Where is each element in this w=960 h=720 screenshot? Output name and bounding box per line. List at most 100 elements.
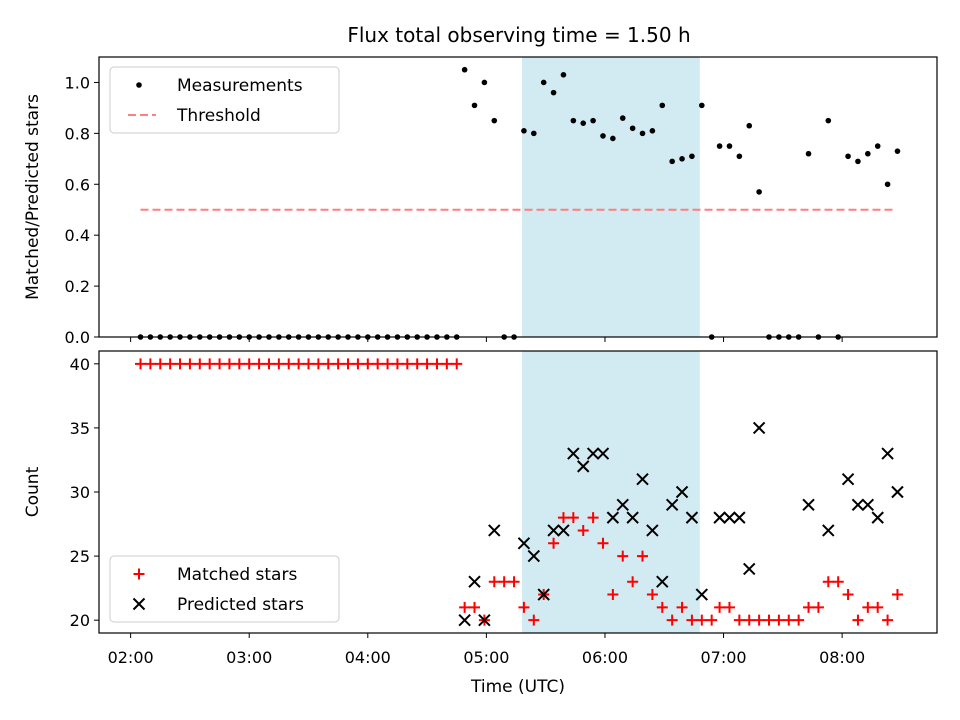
data-point <box>488 576 500 588</box>
data-point <box>312 358 324 370</box>
data-point <box>679 156 685 162</box>
data-point <box>855 158 861 165</box>
data-point <box>223 358 235 370</box>
y-tick-label: 30 <box>70 483 90 502</box>
legend-box <box>109 66 340 134</box>
x-tick-label: 06:00 <box>582 648 628 667</box>
x-axis-label: Time (UTC) <box>470 677 565 697</box>
data-point <box>469 601 481 613</box>
data-point <box>273 358 285 370</box>
data-point <box>547 524 560 537</box>
data-point <box>557 512 569 524</box>
data-point <box>723 601 735 613</box>
data-point <box>675 485 689 499</box>
data-point <box>587 512 599 524</box>
data-point <box>743 562 756 576</box>
legend-label: Measurements <box>177 76 303 96</box>
data-point <box>577 524 589 536</box>
data-point <box>783 614 795 626</box>
x-tick-label: 03:00 <box>226 648 272 667</box>
shaded-interval <box>521 351 700 633</box>
data-point <box>825 117 832 124</box>
data-point <box>577 460 590 473</box>
data-point <box>666 614 678 626</box>
data-point <box>861 498 875 512</box>
data-point <box>851 498 865 512</box>
data-point <box>842 589 854 601</box>
data-point <box>135 358 147 370</box>
chart-title: Flux total observing time = 1.50 h <box>347 23 690 47</box>
data-point <box>421 358 433 370</box>
data-point <box>872 601 884 613</box>
data-point <box>293 358 305 370</box>
data-point <box>617 550 629 562</box>
x-tick-label: 07:00 <box>700 648 746 667</box>
data-point <box>610 135 616 142</box>
data-point <box>676 601 688 613</box>
data-point <box>865 150 871 157</box>
data-point <box>174 358 186 370</box>
data-point <box>871 511 884 524</box>
y-tick-label: 20 <box>70 611 90 630</box>
data-point <box>669 158 675 165</box>
data-point <box>753 614 765 626</box>
data-point <box>184 358 196 370</box>
data-point <box>283 358 295 370</box>
data-point <box>752 421 766 435</box>
y-tick-label: 0.0 <box>65 328 90 347</box>
y-tick-label: 35 <box>70 419 90 438</box>
y-tick-label: 25 <box>70 547 90 566</box>
data-point <box>894 148 901 154</box>
data-point <box>233 358 245 370</box>
legend-box <box>109 555 340 623</box>
data-point <box>852 614 864 626</box>
data-point <box>550 89 557 96</box>
data-point <box>646 524 659 537</box>
data-point <box>303 358 314 370</box>
data-point <box>342 358 354 370</box>
data-point <box>763 614 775 626</box>
data-point <box>531 130 537 137</box>
data-point <box>884 181 891 188</box>
data-point <box>441 358 453 370</box>
data-point <box>832 576 844 588</box>
data-point <box>874 143 881 149</box>
data-point <box>488 524 501 537</box>
data-point <box>822 576 834 588</box>
data-point <box>773 614 785 626</box>
data-point <box>567 447 580 460</box>
data-point <box>491 117 498 124</box>
legend-marker <box>133 568 145 580</box>
data-point <box>451 358 463 370</box>
data-point <box>812 601 824 613</box>
y-axis-label: Matched/Predicted stars <box>23 94 43 300</box>
data-point <box>154 358 166 370</box>
data-point <box>253 358 265 370</box>
data-point <box>498 576 510 588</box>
data-point <box>508 576 520 588</box>
axes-frame <box>98 350 938 634</box>
x-tick-label: 05:00 <box>463 648 509 667</box>
data-point <box>649 128 656 134</box>
data-point <box>468 575 481 588</box>
data-point <box>689 153 695 160</box>
series-matched-stars <box>135 358 903 626</box>
data-point <box>459 601 471 613</box>
data-point <box>597 537 609 549</box>
data-point <box>665 498 679 512</box>
data-point <box>639 130 646 137</box>
data-point <box>596 447 610 460</box>
data-point <box>629 125 636 132</box>
x-tick-label: 04:00 <box>345 648 391 667</box>
data-point <box>411 358 423 370</box>
data-point <box>733 614 745 626</box>
data-point <box>891 589 903 601</box>
data-point <box>322 358 334 370</box>
data-point <box>461 66 468 73</box>
data-point <box>518 601 530 613</box>
data-point <box>726 143 733 149</box>
y-axis-label: Count <box>23 466 43 517</box>
data-point <box>606 511 620 524</box>
data-point <box>471 102 478 109</box>
